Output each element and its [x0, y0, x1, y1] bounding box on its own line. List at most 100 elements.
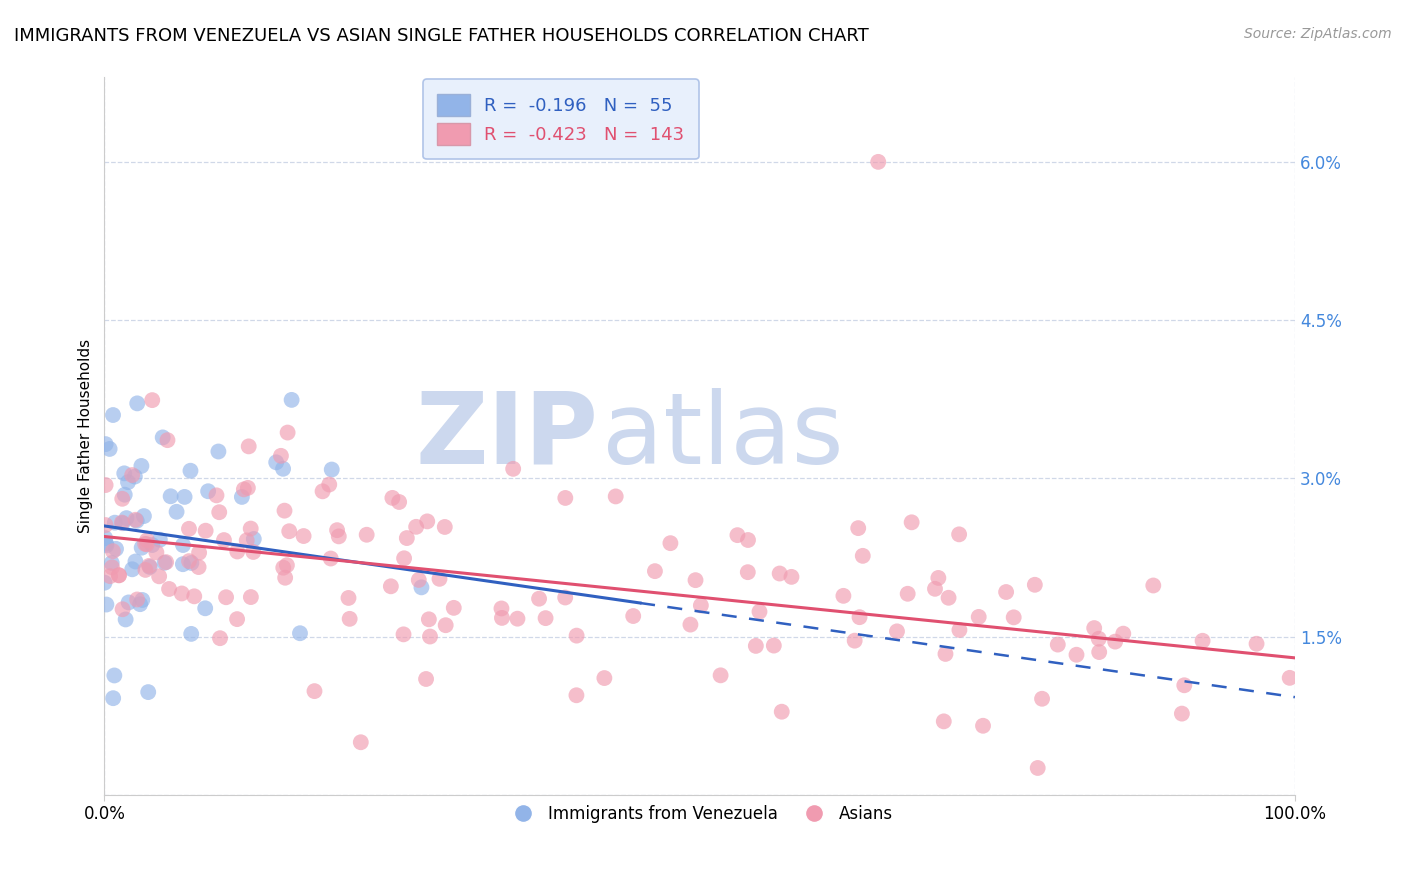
Point: [593, 671, 616, 685]
Point: [737, 533, 759, 547]
Point: [392, 627, 415, 641]
Point: [273, 503, 295, 517]
Point: [131, 593, 153, 607]
Point: [276, 558, 298, 573]
Point: [304, 684, 326, 698]
Point: [405, 520, 427, 534]
Point: [419, 630, 441, 644]
Point: [852, 549, 875, 563]
Legend: Immigrants from Venezuela, Asians: Immigrants from Venezuela, Asians: [499, 798, 900, 830]
Point: [1278, 671, 1301, 685]
Point: [659, 536, 682, 550]
Point: [1104, 634, 1126, 648]
Point: [239, 590, 262, 604]
Point: [141, 393, 163, 408]
Point: [105, 541, 128, 556]
Point: [868, 154, 890, 169]
Point: [1246, 637, 1268, 651]
Point: [416, 515, 439, 529]
Point: [350, 735, 373, 749]
Point: [103, 668, 125, 682]
Point: [111, 491, 134, 506]
Point: [208, 631, 231, 645]
Point: [534, 611, 557, 625]
Point: [844, 633, 866, 648]
Point: [108, 568, 131, 582]
Point: [104, 516, 127, 530]
Point: [415, 672, 437, 686]
Point: [1142, 578, 1164, 592]
Point: [339, 612, 361, 626]
Point: [98, 442, 121, 456]
Point: [134, 563, 156, 577]
Point: [124, 554, 146, 568]
Point: [748, 605, 770, 619]
Point: [101, 408, 124, 422]
Point: [100, 556, 122, 570]
Point: [337, 591, 360, 605]
Point: [277, 425, 299, 440]
Point: [131, 541, 153, 555]
Point: [179, 464, 201, 478]
Point: [1002, 610, 1025, 624]
Point: [136, 685, 159, 699]
Point: [114, 612, 136, 626]
Point: [170, 586, 193, 600]
Point: [194, 524, 217, 538]
Point: [141, 538, 163, 552]
Point: [506, 612, 529, 626]
Point: [1083, 621, 1105, 635]
Point: [157, 582, 180, 596]
Point: [145, 545, 167, 559]
Point: [121, 468, 143, 483]
Point: [117, 595, 139, 609]
Point: [780, 570, 803, 584]
Point: [177, 522, 200, 536]
Point: [94, 437, 117, 451]
Point: [208, 505, 231, 519]
Point: [271, 560, 294, 574]
Point: [554, 591, 576, 605]
Point: [101, 560, 124, 574]
Point: [93, 575, 115, 590]
Point: [205, 488, 228, 502]
Point: [136, 533, 159, 548]
Point: [242, 545, 264, 559]
Point: [328, 529, 350, 543]
Point: [271, 462, 294, 476]
Point: [231, 490, 253, 504]
Point: [1112, 626, 1135, 640]
Point: [124, 513, 146, 527]
Point: [972, 719, 994, 733]
Point: [429, 572, 451, 586]
Point: [101, 544, 124, 558]
Point: [927, 571, 949, 585]
Point: [139, 560, 162, 574]
Point: [689, 599, 711, 613]
Point: [995, 585, 1018, 599]
Point: [897, 587, 920, 601]
Point: [380, 579, 402, 593]
Point: [156, 433, 179, 447]
Point: [967, 610, 990, 624]
Point: [770, 705, 793, 719]
Point: [762, 639, 785, 653]
Point: [215, 591, 238, 605]
Point: [605, 490, 627, 504]
Point: [1087, 632, 1109, 646]
Point: [502, 462, 524, 476]
Point: [388, 495, 411, 509]
Point: [318, 477, 340, 491]
Point: [1191, 633, 1213, 648]
Point: [96, 598, 118, 612]
Point: [239, 522, 262, 536]
Point: [94, 478, 117, 492]
Point: [278, 524, 301, 539]
Point: [934, 647, 956, 661]
Point: [565, 629, 588, 643]
Point: [280, 392, 302, 407]
Point: [443, 600, 465, 615]
Point: [129, 597, 152, 611]
Point: [94, 537, 117, 551]
Point: [148, 569, 170, 583]
